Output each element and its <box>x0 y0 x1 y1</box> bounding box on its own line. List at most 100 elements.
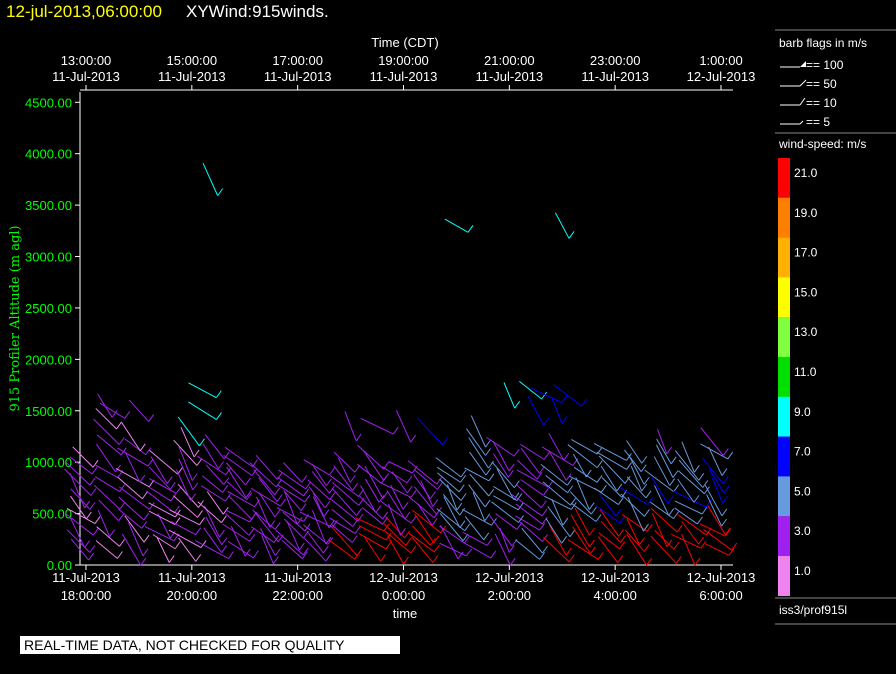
barb-flag <box>585 469 592 478</box>
barb-staff <box>440 525 459 560</box>
barb-flag <box>700 540 707 549</box>
barb-flag <box>617 555 624 563</box>
wind-barb <box>496 468 520 501</box>
barb-staff <box>329 517 356 535</box>
wind-barb <box>516 469 554 488</box>
y-tick-label: 3000.00 <box>25 250 72 265</box>
barb-staff <box>282 511 306 532</box>
wind-barb <box>228 495 258 520</box>
wind-barb <box>627 496 649 532</box>
y-tick-label: 1000.00 <box>25 455 72 470</box>
x-tick-date: 11-Jul-2013 <box>158 570 226 585</box>
barb-staff <box>654 485 670 516</box>
wind-barb <box>516 484 547 509</box>
barb-staff <box>414 513 435 544</box>
barb-flag <box>693 465 700 473</box>
barb-flag <box>305 481 312 490</box>
wind-barb <box>306 530 329 554</box>
wind-barb <box>575 477 595 510</box>
wind-barb <box>95 443 121 473</box>
wind-barb <box>444 218 474 233</box>
barb-staff <box>462 508 492 526</box>
wind-barb <box>70 538 95 561</box>
wind-barb <box>329 475 365 497</box>
barb-staff <box>178 458 194 491</box>
wind-barb <box>681 441 700 473</box>
barb-staff <box>540 463 568 486</box>
barb-staff <box>678 470 705 495</box>
barb-staff <box>118 508 143 529</box>
barb-staff <box>649 501 674 520</box>
barb-flag <box>252 550 259 559</box>
barb-staff <box>656 438 672 465</box>
wind-barb <box>469 451 492 476</box>
wind-barb <box>621 514 653 532</box>
barb-staff <box>332 527 358 556</box>
barb-flag <box>641 455 648 464</box>
barb-staff <box>146 490 175 514</box>
top-tick-time: 13:00:00 <box>61 53 112 68</box>
barb-flag <box>616 483 623 492</box>
barb-staff <box>195 540 229 559</box>
wind-barb <box>468 484 491 508</box>
colorbar-label: 15.0 <box>794 285 818 299</box>
wind-barb <box>69 517 90 548</box>
barb-staff <box>626 476 647 499</box>
barb-flag <box>570 502 577 510</box>
wind-barb <box>570 514 595 548</box>
barb-legend-label: == 100 <box>806 58 844 72</box>
wind-barb <box>70 495 92 520</box>
barb-staff <box>205 516 223 546</box>
wind-barb <box>409 496 440 519</box>
barb-staff <box>144 526 175 542</box>
barb-staff <box>178 446 193 481</box>
wind-barb <box>283 490 303 525</box>
barb-flag <box>197 510 203 518</box>
barb-staff <box>332 482 360 506</box>
wind-barb <box>491 501 524 523</box>
wind-barb <box>417 417 448 446</box>
barb-staff <box>520 479 544 496</box>
barb-staff <box>486 436 515 457</box>
barb-staff <box>408 532 435 553</box>
barb-flag <box>196 458 203 466</box>
barb-staff <box>620 493 645 517</box>
wind-barb <box>468 437 494 469</box>
barb-flag <box>467 225 474 233</box>
barb-staff <box>197 501 222 524</box>
barb-staff <box>388 461 413 474</box>
barb-flag <box>383 523 390 532</box>
barb-staff <box>572 453 587 478</box>
barb-legend-label: == 50 <box>806 77 837 91</box>
barb-staff <box>570 502 597 522</box>
barb-flag <box>433 535 440 544</box>
barb-flag <box>562 517 569 526</box>
barb-flag <box>675 556 682 564</box>
wind-barb <box>286 520 305 551</box>
barb-staff <box>574 507 590 536</box>
barb-flag <box>694 557 701 566</box>
barb-staff <box>304 537 327 562</box>
wind-barb <box>69 473 90 509</box>
barb-flag <box>195 527 202 536</box>
wind-barb <box>624 529 650 552</box>
barb-flag <box>148 414 155 422</box>
wind-barb <box>201 475 229 493</box>
wind-barb <box>225 513 255 536</box>
barb-flag <box>673 511 679 519</box>
wind-barb <box>118 508 148 529</box>
barb-flag <box>728 548 735 556</box>
barb-flag <box>142 548 149 557</box>
wind-barb <box>626 518 645 546</box>
barb-flag <box>85 511 92 520</box>
wind-barb <box>628 454 650 485</box>
barb-flag <box>513 448 520 457</box>
barb-staff <box>357 444 384 470</box>
barb-staff <box>277 476 304 497</box>
barb-staff <box>626 440 643 464</box>
wind-barb <box>706 494 728 527</box>
barb-flag <box>643 544 650 552</box>
wind-barb <box>230 526 251 557</box>
x-tick-date: 12-Jul-2013 <box>475 570 544 585</box>
barb-flag <box>485 467 492 476</box>
